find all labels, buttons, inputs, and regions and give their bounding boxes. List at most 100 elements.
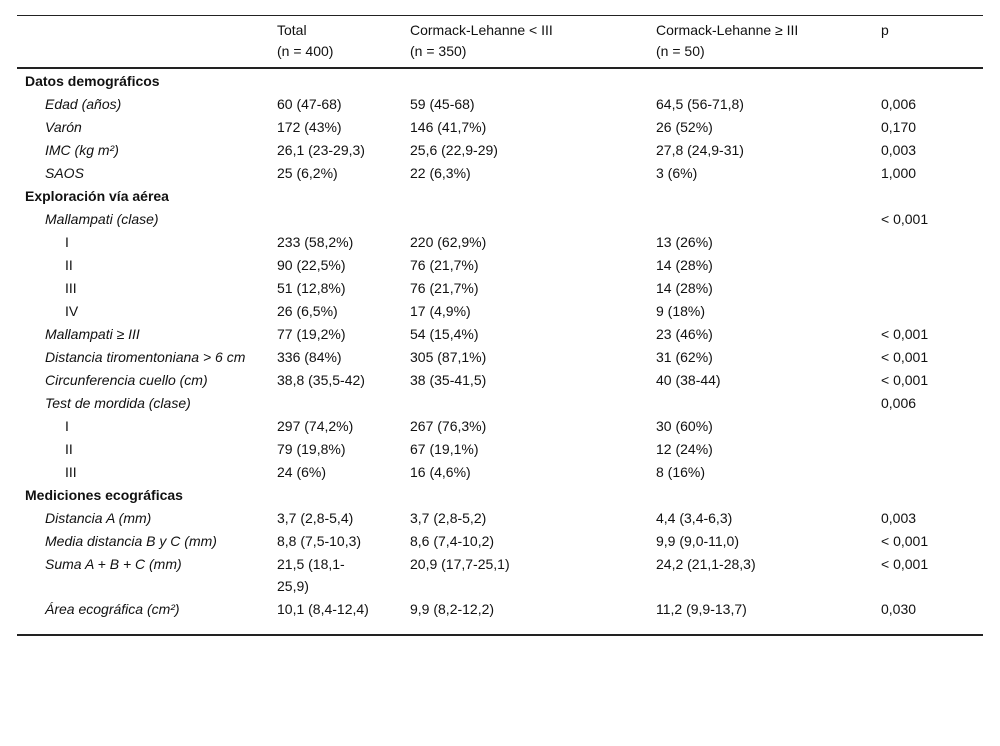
row-label: Área ecográfica (cm²): [45, 600, 180, 617]
cell-cl-ge-iii: 9 (18%): [656, 302, 706, 319]
cell-total: 51 (12,8%): [277, 279, 346, 296]
cell-cl-lt-iii: 146 (41,7%): [410, 118, 487, 135]
cell-p-value: [881, 483, 983, 506]
cell-total: 336 (84%): [277, 348, 342, 365]
cell-p-value: 0,030: [881, 600, 917, 617]
row-label: Mediciones ecográficas: [25, 486, 183, 503]
cell-cl-ge-iii: 3 (6%): [656, 164, 698, 181]
row-label: IV: [65, 302, 79, 319]
cell-total: 26,1 (23-29,3): [277, 141, 365, 158]
cell-p-value: 1,000: [881, 164, 917, 181]
row-label: Media distancia B y C (mm): [45, 532, 217, 549]
cell-cl-lt-iii: 8,6 (7,4-10,2): [410, 532, 495, 549]
row-label: Exploración vía aérea: [25, 187, 169, 204]
table-row: Circunferencia cuello (cm) 38,8 (35,5-42)…: [17, 368, 983, 391]
cell-cl-ge-iii: 11,2 (9,9-13,7): [656, 600, 747, 617]
table-row: Suma A + B + C (mm) 21,5 (18,1-25,9) 20,9 …: [17, 552, 983, 597]
row-label: III: [65, 279, 77, 296]
header-cl-ge-iii: Cormack-Lehanne ≥ III (n = 50): [656, 15, 881, 69]
cell-cl-lt-iii: 38 (35-41,5): [410, 371, 487, 388]
cell-total: 25 (6,2%): [277, 164, 338, 181]
cell-cl-ge-iii: 31 (62%): [656, 348, 713, 365]
cell-cl-lt-iii: [410, 184, 656, 207]
row-label: Edad (años): [45, 95, 122, 112]
cell-total: [277, 184, 410, 207]
cell-cl-lt-iii: 9,9 (8,2-12,2): [410, 600, 495, 617]
header-p: p: [881, 15, 983, 69]
cell-total: 24 (6%): [277, 463, 327, 480]
cell-cl-ge-iii: 4,4 (3,4-6,3): [656, 509, 733, 526]
cell-cl-lt-iii: [410, 68, 656, 92]
table-row: IMC (kg m²) 26,1 (23-29,3) 25,6 (22,9-29) 2…: [17, 138, 983, 161]
cell-cl-lt-iii: 3,7 (2,8-5,2): [410, 509, 487, 526]
cell-cl-lt-iii: 16 (4,6%): [410, 463, 471, 480]
row-label: Mallampati (clase): [45, 210, 159, 227]
table-row: SAOS 25 (6,2%) 22 (6,3%) 3 (6%) 1,000: [17, 161, 983, 184]
row-label: I: [65, 233, 69, 250]
results-table: Total (n = 400) Cormack-Lehanne < III (n = …: [17, 15, 983, 636]
header-total: Total (n = 400): [277, 15, 410, 69]
cell-total: [277, 68, 410, 92]
cell-cl-lt-iii: 76 (21,7%): [410, 279, 479, 296]
row-label: II: [65, 440, 73, 457]
row-label: Test de mordida (clase): [45, 394, 191, 411]
cell-cl-lt-iii: 20,9 (17,7-25,1): [410, 555, 510, 572]
row-label: Distancia tiromentoniana > 6 cm: [45, 348, 246, 365]
cell-p-value: 0,003: [881, 509, 917, 526]
row-label: Suma A + B + C (mm): [45, 555, 182, 572]
header-line1: Total: [277, 22, 307, 38]
cell-total: 8,8 (7,5-10,3): [277, 532, 362, 549]
cell-cl-ge-iii: 27,8 (24,9-31): [656, 141, 744, 158]
table-row: Test de mordida (clase) 0,006: [17, 391, 983, 414]
cell-cl-ge-iii: 14 (28%): [656, 256, 713, 273]
cell-total: 233 (58,2%): [277, 233, 354, 250]
cell-cl-lt-iii: 54 (15,4%): [410, 325, 479, 342]
cell-cl-ge-iii: 13 (26%): [656, 233, 713, 250]
cell-cl-lt-iii: 17 (4,9%): [410, 302, 471, 319]
cell-total: 3,7 (2,8-5,4): [277, 509, 354, 526]
cell-p-value: < 0,001: [881, 348, 929, 365]
header-line1: p: [881, 22, 889, 38]
cell-total: 79 (19,8%): [277, 440, 346, 457]
cell-p-value: [881, 460, 983, 483]
table-body: Datos demográficos Edad (años) 60 (47-68) 5…: [17, 68, 983, 635]
row-label: Datos demográficos: [25, 72, 160, 89]
section-header-row: Datos demográficos: [17, 68, 983, 92]
cell-p-value: < 0,001: [881, 371, 929, 388]
cell-cl-ge-iii: [656, 68, 881, 92]
table-row: III 24 (6%) 16 (4,6%) 8 (16%): [17, 460, 983, 483]
table-row: Distancia A (mm) 3,7 (2,8-5,4) 3,7 (2,8-5,…: [17, 506, 983, 529]
table-row: Área ecográfica (cm²) 10,1 (8,4-12,4) 9,9 …: [17, 597, 983, 635]
table-row: II 79 (19,8%) 67 (19,1%) 12 (24%): [17, 437, 983, 460]
header-line1: Cormack-Lehanne < III: [410, 22, 553, 38]
row-label: Circunferencia cuello (cm): [45, 371, 208, 388]
table-row: Varón 172 (43%) 146 (41,7%) 26 (52%) 0,170: [17, 115, 983, 138]
cell-total: [277, 391, 410, 414]
cell-cl-ge-iii: 23 (46%): [656, 325, 713, 342]
cell-total: 172 (43%): [277, 118, 342, 135]
table-row: III 51 (12,8%) 76 (21,7%) 14 (28%): [17, 276, 983, 299]
header-cl-lt-iii: Cormack-Lehanne < III (n = 350): [410, 15, 656, 69]
cell-cl-lt-iii: 220 (62,9%): [410, 233, 487, 250]
cell-cl-lt-iii: 67 (19,1%): [410, 440, 479, 457]
cell-total: 26 (6,5%): [277, 302, 338, 319]
table-row: Mallampati ≥ III 77 (19,2%) 54 (15,4%) 23 (…: [17, 322, 983, 345]
cell-total: 297 (74,2%): [277, 417, 354, 434]
cell-p-value: [881, 184, 983, 207]
cell-p-value: 0,003: [881, 141, 917, 158]
row-label: Distancia A (mm): [45, 509, 152, 526]
cell-cl-ge-iii: 9,9 (9,0-11,0): [656, 532, 740, 549]
cell-total: 10,1 (8,4-12,4): [277, 600, 369, 617]
cell-total: 38,8 (35,5-42): [277, 371, 365, 388]
table-row: IV 26 (6,5%) 17 (4,9%) 9 (18%): [17, 299, 983, 322]
table-row: Media distancia B y C (mm) 8,8 (7,5-10,3)…: [17, 529, 983, 552]
table-row: Mallampati (clase) < 0,001: [17, 207, 983, 230]
cell-cl-lt-iii: 25,6 (22,9-29): [410, 141, 498, 158]
cell-p-value: [881, 299, 983, 322]
table-row: Edad (años) 60 (47-68) 59 (45-68) 64,5 (56-…: [17, 92, 983, 115]
row-label: Varón: [45, 118, 82, 135]
cell-cl-ge-iii: 30 (60%): [656, 417, 713, 434]
cell-cl-ge-iii: 40 (38-44): [656, 371, 721, 388]
header-line2: (n = 400): [277, 43, 334, 59]
row-label: I: [65, 417, 69, 434]
